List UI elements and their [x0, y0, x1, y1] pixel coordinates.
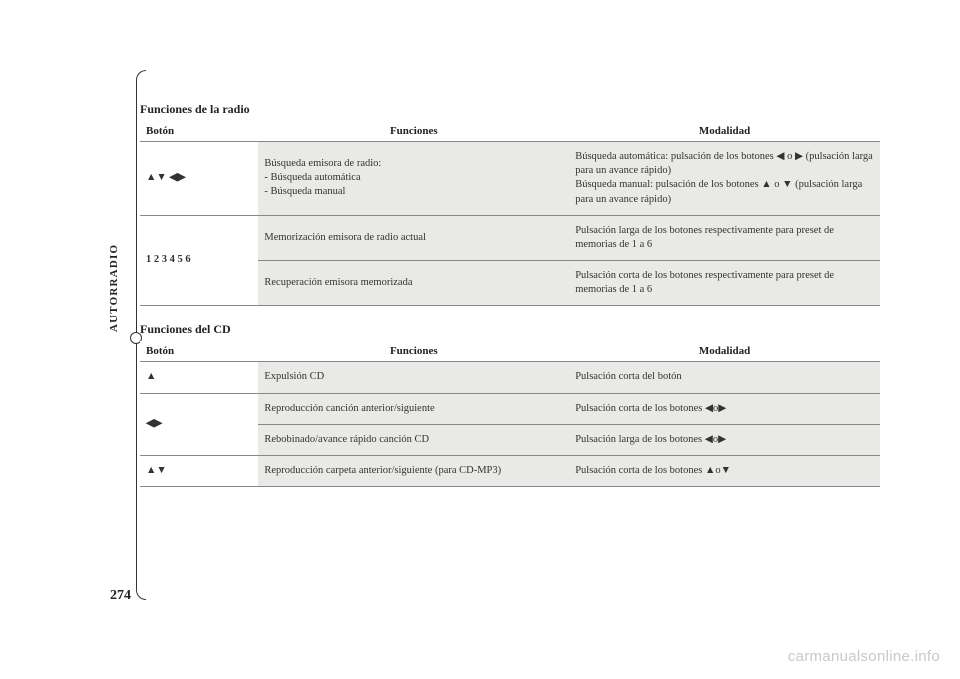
page-number: 274	[110, 588, 131, 604]
cd-row3-mod: Pulsación corta de los botones ▲o▼	[569, 455, 880, 486]
cd-row2-mod: Pulsación larga de los botones ◀o▶	[569, 424, 880, 455]
cd-header-row: Botón Funciones Modalidad	[140, 341, 880, 362]
cd-th-mod: Modalidad	[569, 341, 880, 362]
radio-row2-func: Recuperación emisora memorizada	[258, 261, 569, 306]
side-vertical-label: AUTORRADIO	[108, 244, 120, 332]
cd-boton-eject: ▲	[140, 362, 258, 393]
table-row: ▲ Expulsión CD Pulsación corta del botón	[140, 362, 880, 393]
radio-boton-presets: 1 2 3 4 5 6	[140, 215, 258, 306]
cd-table: Botón Funciones Modalidad ▲ Expulsión CD…	[140, 341, 880, 487]
radio-row2-mod: Pulsación corta de los botones respectiv…	[569, 261, 880, 306]
radio-th-func: Funciones	[258, 121, 569, 142]
radio-row1-mod: Pulsación larga de los botones respectiv…	[569, 215, 880, 260]
cd-row2-func: Rebobinado/avance rápido canción CD	[258, 424, 569, 455]
radio-th-boton: Botón	[140, 121, 258, 142]
radio-row0-mod: Búsqueda automática: pulsación de los bo…	[569, 142, 880, 216]
cd-row3-func: Reproducción carpeta anterior/siguiente …	[258, 455, 569, 486]
cd-boton-prevnext: ◀▶	[140, 393, 258, 455]
radio-section-title: Funciones de la radio	[140, 102, 880, 117]
page-content: Funciones de la radio Botón Funciones Mo…	[140, 102, 880, 503]
cd-th-func: Funciones	[258, 341, 569, 362]
cd-row0-mod: Pulsación corta del botón	[569, 362, 880, 393]
cd-section-title: Funciones del CD	[140, 322, 880, 337]
table-row: ▲▼ ◀▶ Búsqueda emisora de radio: - Búsqu…	[140, 142, 880, 216]
radio-row1-func: Memorización emisora de radio actual	[258, 215, 569, 260]
table-row: ▲▼ Reproducción carpeta anterior/siguien…	[140, 455, 880, 486]
table-row: ◀▶ Reproducción canción anterior/siguien…	[140, 393, 880, 424]
radio-row0-func: Búsqueda emisora de radio: - Búsqueda au…	[258, 142, 569, 216]
table-row: 1 2 3 4 5 6 Memorización emisora de radi…	[140, 215, 880, 260]
watermark-text: carmanualsonline.info	[788, 648, 940, 665]
cd-row1-func: Reproducción canción anterior/siguiente	[258, 393, 569, 424]
cd-row0-func: Expulsión CD	[258, 362, 569, 393]
cd-boton-folder: ▲▼	[140, 455, 258, 486]
radio-header-row: Botón Funciones Modalidad	[140, 121, 880, 142]
radio-th-mod: Modalidad	[569, 121, 880, 142]
cd-row1-mod: Pulsación corta de los botones ◀o▶	[569, 393, 880, 424]
radio-table: Botón Funciones Modalidad ▲▼ ◀▶ Búsqueda…	[140, 121, 880, 306]
radio-boton-arrows: ▲▼ ◀▶	[140, 142, 258, 216]
cd-th-boton: Botón	[140, 341, 258, 362]
